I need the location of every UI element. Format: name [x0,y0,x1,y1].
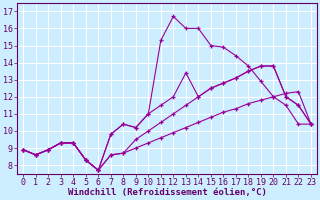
X-axis label: Windchill (Refroidissement éolien,°C): Windchill (Refroidissement éolien,°C) [68,188,267,197]
